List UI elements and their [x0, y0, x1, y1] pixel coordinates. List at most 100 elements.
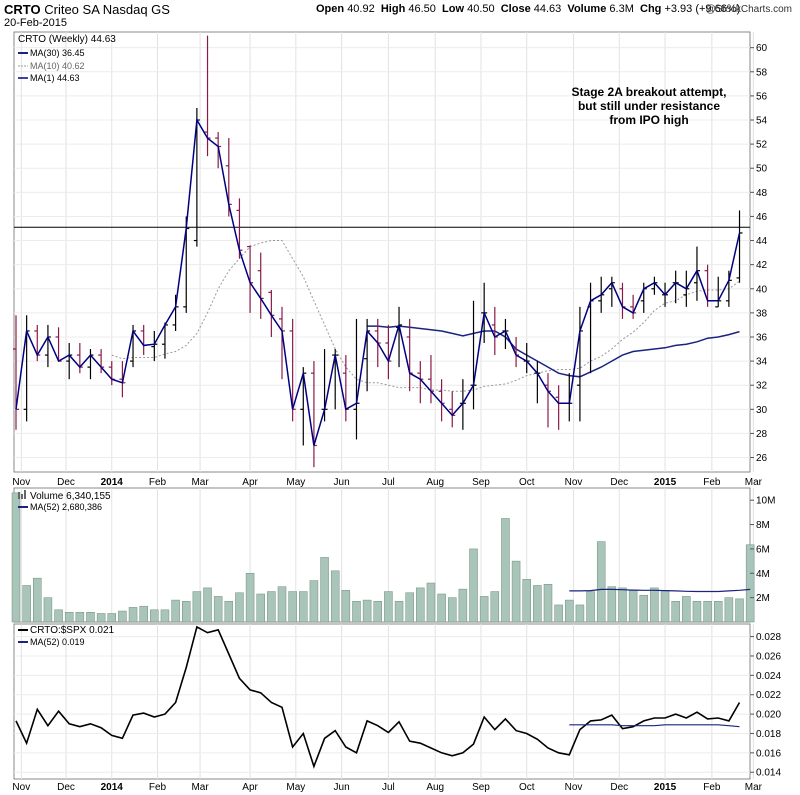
price-y-tick-label: 30: [756, 405, 768, 416]
volume-bar: [618, 587, 627, 623]
volume-bar: [533, 585, 542, 623]
volume-bar: [607, 586, 617, 623]
ratio-x-tick-label: Feb: [149, 782, 167, 793]
ma10-line: [111, 240, 740, 392]
volume-bar: [724, 597, 734, 623]
volume-bar: [543, 583, 553, 623]
volume-bar: [682, 596, 691, 623]
price-y-tick-label: 34: [756, 357, 768, 368]
ratio-panel: [15, 625, 741, 769]
volume-bar: [501, 518, 510, 623]
chg-value: +3.93 (+9.66%): [664, 3, 741, 15]
price-x-tick-label: Jul: [382, 477, 395, 488]
price-x-tick-label: Feb: [149, 477, 167, 488]
volume-bar: [692, 601, 702, 623]
price-y-tick-label: 58: [756, 67, 768, 78]
volume-bar: [565, 599, 574, 623]
chg-label: Chg: [640, 3, 662, 15]
volume-bar: [373, 601, 383, 623]
volume-legend-label: Volume 6,340,155: [30, 491, 111, 502]
volume-bar: [107, 613, 117, 623]
ratio-x-tick-label: Apr: [242, 782, 258, 793]
volume-bar: [437, 593, 446, 623]
volume-bar: [554, 604, 563, 623]
close-value: 44.63: [533, 3, 562, 15]
volume-bar: [256, 593, 265, 623]
price-y-tick-label: 40: [756, 284, 768, 295]
ma1-legend-label: MA(1) 44.63: [30, 73, 80, 83]
ratio-x-tick-label: Aug: [426, 782, 444, 793]
price-legend-label: CRTO (Weekly) 44.63: [18, 34, 116, 45]
ratio-y-tick-label: 0.028: [756, 632, 781, 643]
ratio-y-tick-label: 0.018: [756, 729, 781, 740]
volume-bar: [118, 610, 127, 623]
volume-bar: [181, 601, 191, 623]
ratio-x-tick-label: 2014: [101, 782, 124, 793]
annotation-line-3: from IPO high: [609, 113, 688, 127]
price-y-tick-label: 28: [756, 429, 768, 440]
ratio-x-tick-label: Jul: [382, 782, 395, 793]
ratio-x-tick-label: Oct: [519, 782, 535, 793]
volume-bar: [43, 597, 53, 623]
volume-bar: [735, 598, 744, 623]
high-label: High: [380, 3, 406, 15]
price-x-tick-label: Nov: [12, 477, 30, 488]
volume-bar: [490, 591, 500, 623]
ratio-x-tick-label: 2015: [654, 782, 677, 793]
volume-bar: [745, 544, 755, 623]
price-panel-frame: [13, 31, 751, 473]
price-x-tick-label: Jun: [334, 477, 350, 488]
price-x-tick-label: May: [286, 477, 305, 488]
ratio-legend-label: CRTO:$SPX 0.021: [30, 625, 115, 636]
volume-bar: [511, 560, 521, 623]
volume-bar: [192, 591, 202, 623]
volume-bar: [426, 582, 436, 623]
volume-bar: [639, 594, 649, 623]
volume-ma52-line: [569, 588, 751, 593]
price-y-tick-label: 46: [756, 212, 768, 223]
price-x-tick-label: Dec: [610, 477, 628, 488]
volume-bar: [299, 591, 308, 623]
volume-bar: [288, 591, 297, 623]
volume-bar: [341, 590, 351, 623]
price-x-tick-label: Sep: [472, 477, 490, 488]
price-x-tick-label: Aug: [426, 477, 444, 488]
volume-bar: [660, 590, 670, 623]
ratio-y-tick-label: 0.014: [756, 768, 781, 779]
quote-summary: Open 40.92 High 46.50 Low 40.50 Close 44…: [316, 3, 740, 15]
price-panel: [13, 35, 750, 468]
close-label: Close: [500, 3, 531, 15]
axis-labels: Nov Nov Dec Dec 2014 2014 Feb Feb Mar Mar Apr Apr Ma…: [12, 43, 781, 793]
chart-header: CRTO Criteo SA Nasdaq GS 20-Feb-2015 Ope…: [0, 0, 800, 30]
price-y-tick-label: 60: [756, 43, 768, 54]
volume-bar: [150, 609, 159, 623]
low-label: Low: [442, 3, 465, 15]
volume-bar: [54, 609, 63, 623]
volume-bar: [522, 579, 531, 623]
ticker-symbol: CRTO: [4, 2, 41, 17]
volume-bar: [33, 577, 42, 623]
price-y-tick-label: 48: [756, 188, 768, 199]
price-y-tick-label: 42: [756, 260, 768, 271]
volume-bar: [139, 605, 148, 623]
price-x-tick-label: Feb: [703, 477, 721, 488]
volume-bar: [362, 599, 372, 623]
symbol-title: CRTO Criteo SA Nasdaq GS: [4, 2, 170, 17]
volume-bar: [405, 592, 414, 623]
ratio-x-tick-label: Jun: [334, 782, 350, 793]
volume-bar: [171, 599, 180, 623]
volume-bar: [479, 596, 489, 623]
volume-bar: [330, 570, 340, 623]
volume-icon-bar: [24, 490, 26, 499]
volume-bar: [235, 592, 244, 623]
ratio-y-tick-label: 0.024: [756, 671, 781, 682]
volume-y-tick-label: 6M: [756, 544, 770, 555]
price-y-tick-label: 38: [756, 308, 768, 319]
ratio-x-tick-label: Mar: [745, 782, 763, 793]
volume-y-tick-label: 10M: [756, 496, 775, 507]
price-x-tick-label: Apr: [242, 477, 258, 488]
ratio-x-tick-label: Nov: [565, 782, 583, 793]
volume-bar: [96, 613, 106, 623]
annotation-line-1: Stage 2A breakout attempt,: [572, 85, 727, 99]
